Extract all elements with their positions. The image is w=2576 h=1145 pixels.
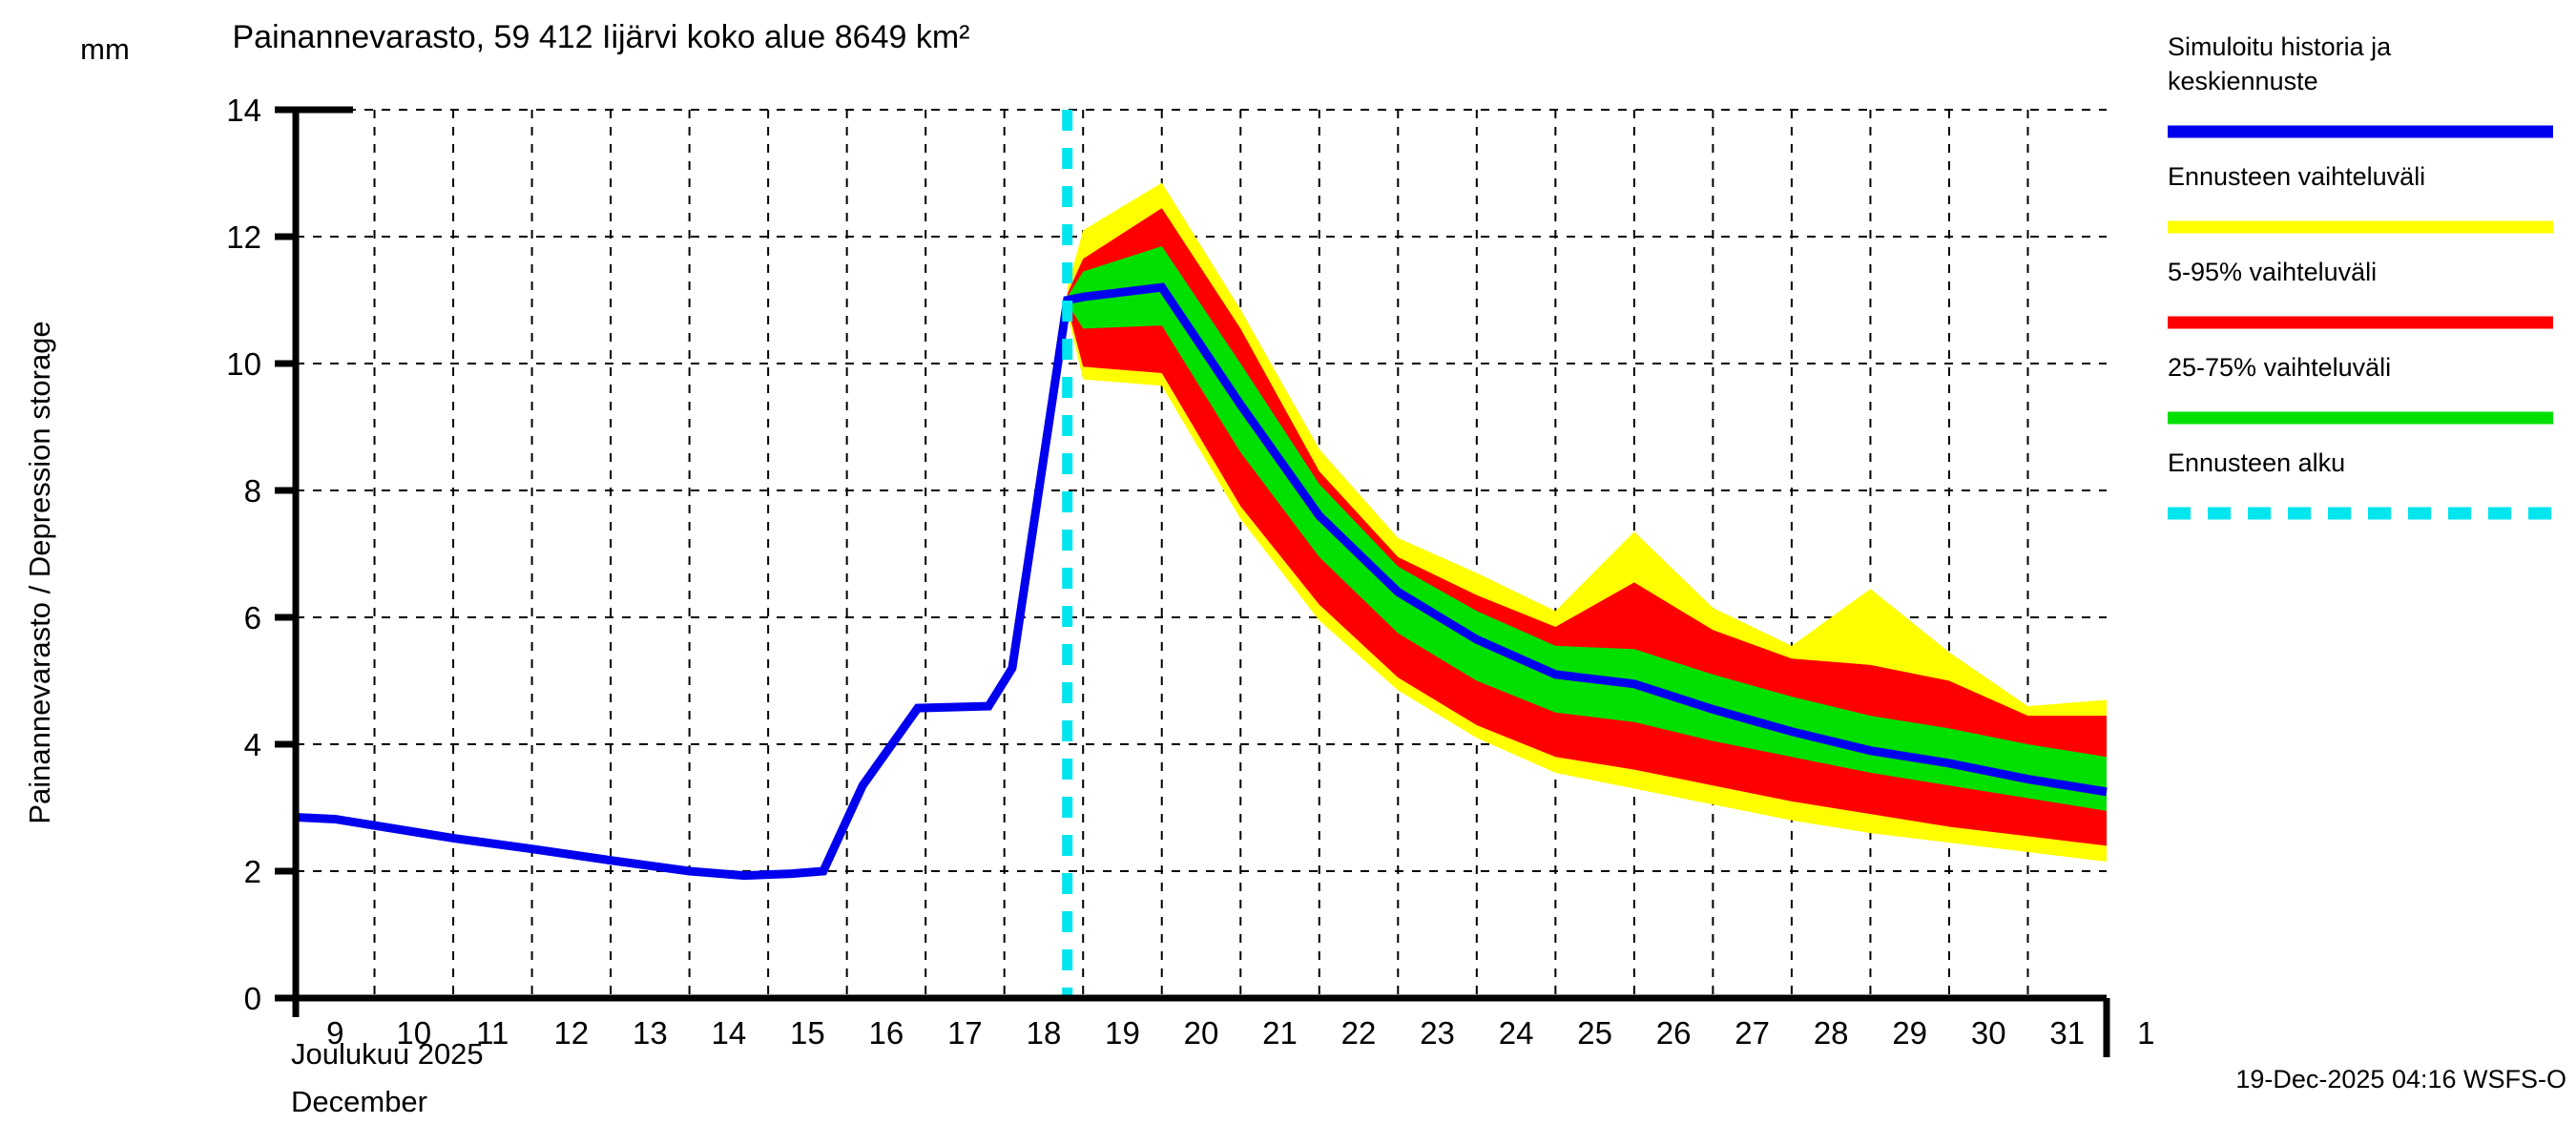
x-tick-label: 20 (1184, 1015, 1219, 1051)
y-tick-label: 6 (244, 600, 261, 635)
x-tick-label: 12 (553, 1015, 589, 1051)
x-tick-label: 1 (2137, 1015, 2154, 1051)
x-tick-label: 9 (326, 1015, 343, 1051)
y-tick-label: 12 (226, 219, 261, 255)
x-tick-label: 30 (1971, 1015, 2006, 1051)
x-tick-label: 27 (1735, 1015, 1770, 1051)
x-tick-label: 14 (712, 1015, 747, 1051)
x-tick-label: 25 (1577, 1015, 1612, 1051)
y-axis-unit: mm (80, 32, 130, 66)
x-tick-label: 15 (790, 1015, 825, 1051)
x-tick-label: 28 (1814, 1015, 1849, 1051)
axis-layer (275, 106, 2110, 1057)
x-tick-label: 23 (1420, 1015, 1455, 1051)
x-tick-label: 29 (1892, 1015, 1927, 1051)
x-tick-label: 31 (2049, 1015, 2085, 1051)
x-tick-label: 16 (869, 1015, 904, 1051)
y-tick-label: 8 (244, 473, 261, 509)
y-tick-label: 14 (226, 93, 261, 128)
y-tick-label: 2 (244, 854, 261, 889)
mean-forecast-line (295, 282, 2108, 881)
y-tick-label: 10 (226, 346, 261, 382)
x-tick-label: 21 (1262, 1015, 1298, 1051)
legend-label: Ennusteen vaihteluväli (2168, 162, 2425, 191)
x-tick-label: 11 (476, 1015, 509, 1051)
x-tick-label: 18 (1027, 1015, 1062, 1051)
legend-label: Ennusteen alku (2168, 448, 2345, 477)
x-tick-label: 19 (1105, 1015, 1140, 1051)
legend-label: keskiennuste (2168, 67, 2318, 95)
legend-label: 25-75% vaihteluväli (2168, 353, 2391, 382)
x-tick-label: 17 (947, 1015, 983, 1051)
x-axis-month-fi: Joulukuu 2025 (291, 1037, 484, 1071)
legend-label: Simuloitu historia ja (2168, 32, 2392, 61)
grid-layer (296, 109, 2107, 998)
x-tick-label: 10 (396, 1015, 431, 1051)
x-tick-label: 22 (1341, 1015, 1377, 1051)
x-axis-month-en: December (291, 1085, 427, 1118)
y-tick-label: 4 (244, 727, 261, 762)
y-tick-label: 0 (244, 981, 261, 1016)
footer-timestamp: 19-Dec-2025 04:16 WSFS-O (2235, 1065, 2566, 1093)
legend: Simuloitu historia ja keskiennuste Ennuste… (2168, 32, 2553, 520)
legend-label: 5-95% vaihteluväli (2168, 258, 2377, 286)
chart-title: Painannevarasto, 59 412 Iijärvi koko alu… (232, 19, 969, 55)
x-tick-label: 13 (633, 1015, 668, 1051)
x-tick-label: 24 (1499, 1015, 1534, 1051)
y-axis-label: Painannevarasto / Depression storage (23, 321, 56, 823)
x-tick-label: 26 (1656, 1015, 1692, 1051)
